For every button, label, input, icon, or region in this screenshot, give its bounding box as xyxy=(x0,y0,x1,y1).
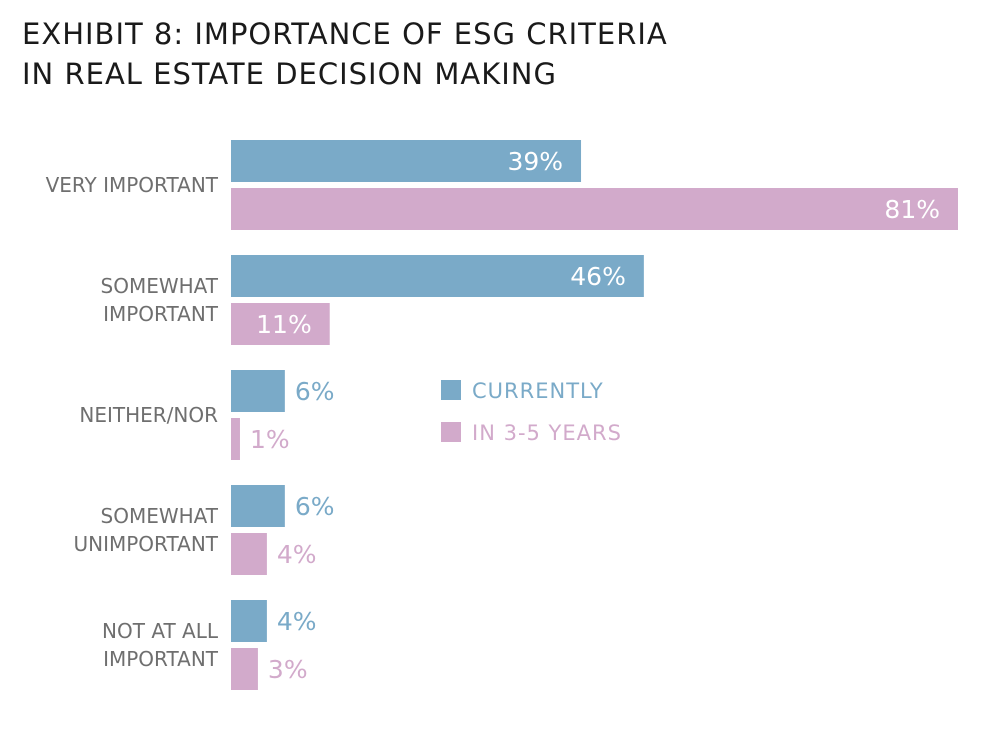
data-label-currently-0: 39% xyxy=(507,147,563,176)
legend-label-1: IN 3-5 YEARS xyxy=(472,421,622,445)
bar-currently-1 xyxy=(231,255,644,297)
bar-in-3-5-years-0 xyxy=(231,188,958,230)
category-label-4-0: NOT AT ALL xyxy=(102,619,219,643)
category-label-4-1: IMPORTANT xyxy=(103,647,219,671)
bar-in-3-5-years-3 xyxy=(231,533,267,575)
chart-title: EXHIBIT 8: IMPORTANCE OF ESG CRITERIA IN… xyxy=(22,14,668,94)
data-label-currently-4: 4% xyxy=(277,607,317,636)
data-label-in-3-5-years-2: 1% xyxy=(250,425,290,454)
bar-in-3-5-years-2 xyxy=(231,418,240,460)
data-label-in-3-5-years-1: 11% xyxy=(256,310,312,339)
data-label-currently-3: 6% xyxy=(295,492,335,521)
data-label-currently-2: 6% xyxy=(295,377,335,406)
data-label-in-3-5-years-3: 4% xyxy=(277,540,317,569)
bar-currently-3 xyxy=(231,485,285,527)
category-label-1-1: IMPORTANT xyxy=(103,302,219,326)
bar-in-3-5-years-4 xyxy=(231,648,258,690)
chart-title-line-1: EXHIBIT 8: IMPORTANCE OF ESG CRITERIA xyxy=(22,17,668,51)
category-label-3-1: UNIMPORTANT xyxy=(73,532,218,556)
legend-swatch-0 xyxy=(441,380,461,400)
data-label-currently-1: 46% xyxy=(570,262,626,291)
category-label-1-0: SOMEWHAT xyxy=(101,274,219,298)
category-label-2-0: NEITHER/NOR xyxy=(79,403,218,427)
bar-currently-4 xyxy=(231,600,267,642)
bar-in-3-5-years-1 xyxy=(231,303,330,345)
bar-currently-2 xyxy=(231,370,285,412)
category-label-0-0: VERY IMPORTANT xyxy=(46,173,219,197)
chart-title-line-2: IN REAL ESTATE DECISION MAKING xyxy=(22,57,557,91)
category-label-3-0: SOMEWHAT xyxy=(101,504,219,528)
data-label-in-3-5-years-4: 3% xyxy=(268,655,308,684)
legend-swatch-1 xyxy=(441,422,461,442)
bar-currently-0 xyxy=(231,140,582,182)
data-label-in-3-5-years-0: 81% xyxy=(884,195,940,224)
legend-label-0: CURRENTLY xyxy=(472,379,604,403)
